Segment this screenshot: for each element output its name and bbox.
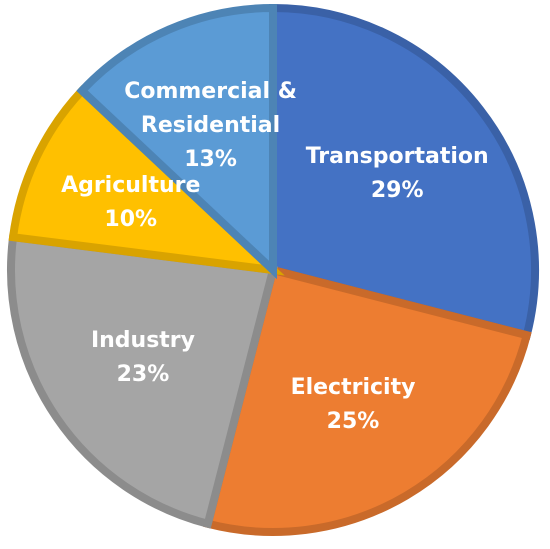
category-label: Industry	[90, 328, 195, 354]
category-label: Commercial & Residential	[124, 78, 297, 138]
pie-slice	[76, 3, 277, 280]
value-label: 25%	[326, 409, 380, 435]
slice-label: Electricity 25%	[248, 371, 458, 439]
pie-slice	[7, 232, 279, 529]
value-label: 29%	[370, 177, 424, 203]
pie-slice	[269, 3, 539, 341]
slice-label: Agriculture 10%	[26, 169, 236, 237]
category-label: Agriculture	[61, 173, 201, 199]
pie-slice	[8, 84, 285, 276]
slice-label: Commercial & Residential 13%	[106, 75, 316, 177]
value-label: 23%	[116, 362, 170, 388]
category-label: Transportation	[305, 143, 489, 169]
slice-label: Transportation 29%	[292, 140, 502, 208]
pie-slice	[202, 265, 532, 536]
category-label: Electricity	[290, 375, 416, 401]
value-label: 10%	[104, 207, 158, 233]
slice-label: Industry 23%	[38, 324, 248, 392]
value-label: 13%	[184, 146, 237, 172]
